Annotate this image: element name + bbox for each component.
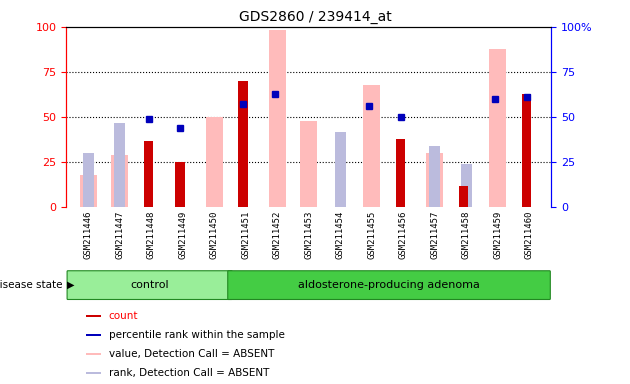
Text: GSM211450: GSM211450 <box>210 210 219 259</box>
Bar <box>205 117 223 207</box>
Bar <box>461 164 472 207</box>
Bar <box>83 153 94 207</box>
Bar <box>86 353 101 355</box>
Bar <box>144 141 153 207</box>
Text: aldosterone-producing adenoma: aldosterone-producing adenoma <box>298 280 480 290</box>
Text: GSM211454: GSM211454 <box>336 210 345 259</box>
Text: GSM211455: GSM211455 <box>367 210 376 259</box>
Text: value, Detection Call = ABSENT: value, Detection Call = ABSENT <box>108 349 274 359</box>
Bar <box>363 84 381 207</box>
Text: GSM211451: GSM211451 <box>241 210 250 259</box>
Bar <box>489 48 507 207</box>
Text: GSM211452: GSM211452 <box>273 210 282 259</box>
Bar <box>86 372 101 374</box>
Text: rank, Detection Call = ABSENT: rank, Detection Call = ABSENT <box>108 368 269 378</box>
Bar <box>300 121 318 207</box>
Bar <box>522 94 532 207</box>
Bar <box>175 162 185 207</box>
Text: GSM211460: GSM211460 <box>525 210 534 259</box>
Bar <box>114 122 125 207</box>
FancyBboxPatch shape <box>228 271 551 300</box>
Text: GSM211448: GSM211448 <box>147 210 156 259</box>
Text: GSM211456: GSM211456 <box>399 210 408 259</box>
Text: disease state: disease state <box>0 280 63 290</box>
Text: percentile rank within the sample: percentile rank within the sample <box>108 330 285 340</box>
Text: GSM211449: GSM211449 <box>178 210 187 259</box>
Text: GSM211458: GSM211458 <box>462 210 471 259</box>
Bar <box>429 146 440 207</box>
Bar <box>459 186 469 207</box>
Bar <box>111 155 129 207</box>
Text: control: control <box>130 280 169 290</box>
Bar <box>238 81 248 207</box>
Bar <box>79 175 97 207</box>
Text: count: count <box>108 311 138 321</box>
Text: GSM211446: GSM211446 <box>84 210 93 259</box>
Bar <box>86 315 101 317</box>
Text: GSM211453: GSM211453 <box>304 210 313 259</box>
FancyBboxPatch shape <box>67 271 232 300</box>
Bar <box>86 334 101 336</box>
Text: GSM211459: GSM211459 <box>493 210 502 259</box>
Bar <box>426 153 444 207</box>
Bar <box>268 30 286 207</box>
Text: GDS2860 / 239414_at: GDS2860 / 239414_at <box>239 10 391 23</box>
Bar <box>396 139 406 207</box>
Text: ▶: ▶ <box>67 280 75 290</box>
Text: GSM211447: GSM211447 <box>115 210 124 259</box>
Bar <box>335 132 346 207</box>
Text: GSM211457: GSM211457 <box>430 210 439 259</box>
